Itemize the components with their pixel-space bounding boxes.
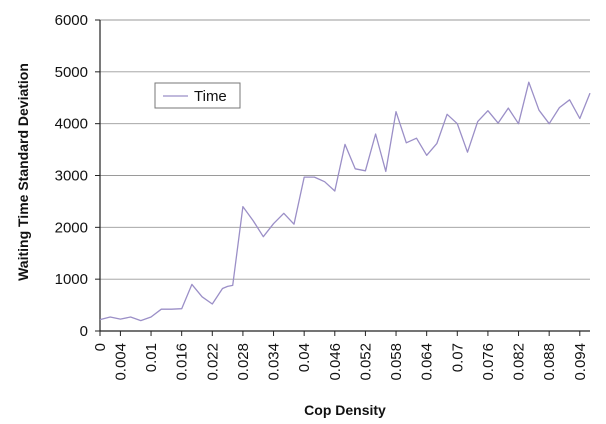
- data-point: [405, 141, 408, 144]
- y-tick-label: 6000: [55, 12, 88, 29]
- x-tick-label: 0.04: [296, 343, 313, 372]
- y-tick-label: 3000: [55, 168, 88, 185]
- x-tick-label: 0: [92, 343, 109, 351]
- y-axis-ticks: 0 1000 2000 3000 4000 5000 6000: [55, 12, 100, 340]
- data-point: [517, 122, 520, 125]
- data-point: [252, 219, 255, 222]
- data-point: [415, 137, 418, 140]
- data-point: [190, 283, 193, 286]
- data-point: [231, 284, 234, 287]
- x-axis-title: Cop Density: [304, 402, 386, 418]
- data-point: [262, 235, 265, 238]
- x-axis-ticks: 0 0.004 0.01 0.016 0.022 0.028 0.034 0.04 0.046 0…: [92, 331, 589, 381]
- data-point: [374, 133, 377, 136]
- data-point: [303, 176, 306, 179]
- data-point: [435, 142, 438, 145]
- data-point: [139, 319, 142, 322]
- data-point: [507, 107, 510, 110]
- data-point: [354, 167, 357, 170]
- data-point: [527, 81, 530, 84]
- data-point: [589, 92, 592, 95]
- y-tick-label: 5000: [55, 64, 88, 81]
- data-point: [119, 318, 122, 321]
- x-tick-label: 0.058: [388, 343, 405, 381]
- data-point: [344, 143, 347, 146]
- x-tick-label: 0.088: [541, 343, 558, 381]
- data-point: [272, 222, 275, 225]
- data-point: [109, 316, 112, 319]
- y-tick-label: 0: [80, 323, 88, 340]
- data-point: [364, 169, 367, 172]
- data-point: [241, 205, 244, 208]
- y-tick-label: 2000: [55, 219, 88, 236]
- data-point: [446, 113, 449, 116]
- y-tick-label: 1000: [55, 271, 88, 288]
- data-point: [180, 307, 183, 310]
- data-point: [558, 106, 561, 109]
- y-tick-label: 4000: [55, 116, 88, 133]
- x-tick-label: 0.004: [112, 343, 129, 381]
- data-point: [129, 316, 132, 319]
- x-tick-label: 0.016: [174, 343, 191, 381]
- x-tick-label: 0.028: [235, 343, 252, 381]
- x-tick-label: 0.082: [511, 343, 528, 381]
- data-point: [221, 287, 224, 290]
- data-point: [170, 308, 173, 311]
- x-tick-label: 0.052: [357, 343, 374, 381]
- data-point: [548, 122, 551, 125]
- data-point: [201, 295, 204, 298]
- series-layer: [99, 81, 592, 322]
- data-point: [395, 110, 398, 113]
- data-point: [384, 170, 387, 173]
- data-point: [456, 122, 459, 125]
- x-tick-label: 0.076: [480, 343, 497, 381]
- data-point: [538, 109, 541, 112]
- data-point: [578, 117, 581, 120]
- x-tick-label: 0.07: [449, 343, 466, 372]
- data-point: [99, 318, 102, 321]
- data-point: [476, 120, 479, 123]
- data-point: [323, 180, 326, 183]
- data-point: [293, 223, 296, 226]
- data-point: [313, 176, 316, 179]
- legend: Time: [154, 82, 241, 109]
- x-tick-label: 0.034: [266, 343, 283, 381]
- data-point: [211, 303, 214, 306]
- y-axis-title: Waiting Time Standard Deviation: [15, 63, 31, 281]
- data-point: [466, 151, 469, 154]
- data-point: [150, 316, 153, 319]
- gridlines: [100, 19, 590, 280]
- data-point: [486, 109, 489, 112]
- data-point: [226, 285, 229, 288]
- series-line-time: [99, 81, 591, 322]
- data-point: [333, 190, 336, 193]
- data-point: [568, 98, 571, 101]
- data-point: [425, 154, 428, 157]
- data-point: [282, 212, 285, 215]
- data-point: [160, 308, 163, 311]
- x-tick-label: 0.022: [204, 343, 221, 381]
- x-tick-label: 0.01: [143, 343, 160, 372]
- legend-label-time: Time: [194, 88, 227, 105]
- data-point: [497, 122, 500, 125]
- x-tick-label: 0.094: [572, 343, 589, 381]
- x-tick-label: 0.064: [419, 343, 436, 381]
- x-tick-label: 0.046: [327, 343, 344, 381]
